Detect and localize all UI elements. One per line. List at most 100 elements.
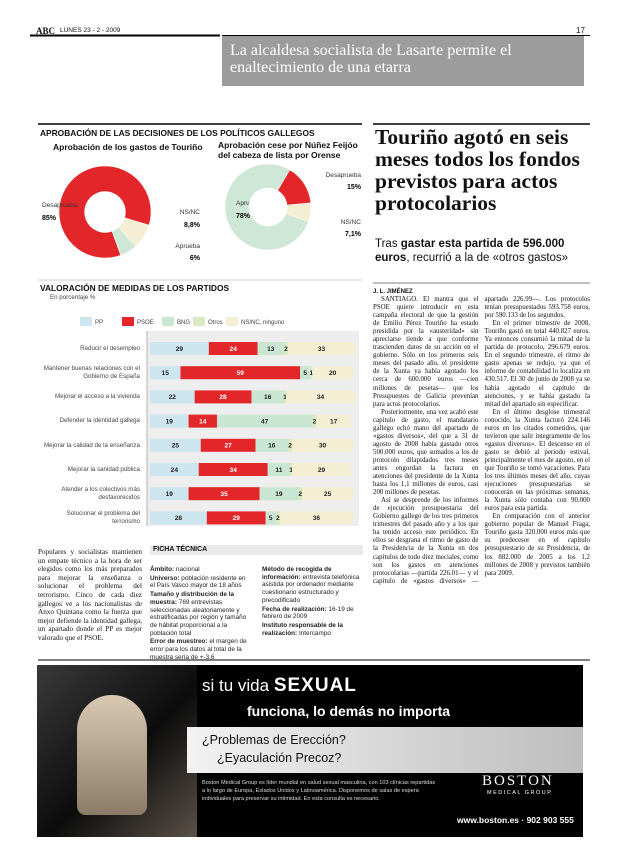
bar-value-label: 30: [319, 443, 327, 450]
bar-segment: [150, 342, 209, 355]
pie-label: Desaprueba: [326, 172, 362, 179]
ficha-text: nacional: [175, 566, 200, 573]
bar-segment: [288, 342, 355, 355]
pie-value-label: 6%: [190, 255, 201, 262]
ad-body: Boston Medical Group es líder mundial en…: [202, 780, 436, 802]
bar-value-label: 2: [276, 515, 280, 522]
bar-segment: [208, 342, 258, 355]
bar-segment: [188, 414, 217, 428]
bar-value-label: 35: [220, 491, 228, 498]
ficha-text: 769 entrevistas seleccionadas aleatoriam…: [150, 598, 247, 637]
bar-value-label: 19: [166, 491, 174, 498]
bar-value-label: 20: [329, 370, 337, 377]
body-text: Populares y socialistas mantienen un emp…: [38, 548, 142, 642]
ad-question: ¿Eyaculación Precoz?: [217, 751, 342, 765]
category-label: Atender a los colectivos más desfavoreci…: [61, 486, 140, 501]
bar-segment: [255, 438, 289, 452]
ficha-item: Universo: población residente en el País…: [150, 575, 252, 590]
bar-value-label: 27: [224, 443, 232, 450]
ficha-label: Método de recogida de información:: [262, 566, 332, 581]
pie-title: Aprobación cese por Núñez Feijóo del cab…: [218, 140, 358, 160]
category-label: Mejorar la sanidad pública: [67, 465, 140, 473]
bar-segment: [206, 511, 266, 525]
ficha-item: Fecha de realización: 16-19 de febrero d…: [262, 606, 364, 621]
ficha-label: Tamaño y distribución de la muestra:: [150, 591, 235, 606]
bar-segment: [310, 366, 313, 380]
bar-value-label: 59: [237, 370, 245, 377]
ad-contact: www.boston.es · 902 903 555: [457, 815, 574, 825]
bar-value-label: 19: [275, 491, 283, 498]
bar-value-label: 29: [233, 515, 241, 522]
bar-chart-title: VALORACIÓN DE MEDIDAS DE LOS PARTIDOS: [40, 283, 230, 293]
bar-value-label: 36: [313, 515, 321, 522]
bar-segment: [259, 487, 299, 501]
advertisement: si tu vida SEXUAL funciona, lo demás no …: [37, 665, 583, 837]
pie-value-label: 15%: [347, 184, 362, 191]
ficha-column: Método de recogida de información: entre…: [262, 566, 364, 638]
pie-hole: [248, 187, 288, 227]
category-label: Mantener buenas relaciones con el Gobier…: [43, 365, 140, 380]
paper-name: ABC: [36, 26, 56, 36]
bar-value-label: 16: [264, 394, 272, 401]
paragraph: En comparación con el anterior gobierno …: [484, 513, 591, 577]
article-title: Touriño agotó en seis meses todos los fo…: [375, 125, 580, 215]
category-label: Defender la identidad gallega: [59, 417, 141, 425]
pie-value-label: 8,8%: [184, 222, 201, 229]
bar-value-label: 29: [176, 346, 184, 353]
bar-value-label: 33: [318, 346, 326, 353]
bar-segment: [300, 366, 311, 380]
bar-value-label: 2: [288, 443, 292, 450]
legend-swatch: [226, 317, 238, 326]
ficha-label: Instituto responsable de la realización:: [262, 621, 343, 637]
category-label: Mejorar la calidad de la enseñanza: [44, 441, 140, 449]
bar-chart-subtitle: En porcentaje %: [50, 294, 96, 301]
ficha-text: el margen de error para los datos al tot…: [150, 638, 247, 661]
pie-value-label: 78%: [236, 213, 251, 220]
bar-segment: [251, 390, 284, 404]
pie-label: NS/NC: [180, 209, 201, 216]
bar-segment: [292, 438, 353, 452]
bar-segment: [150, 414, 189, 428]
subtitle-part: Tras: [375, 238, 401, 250]
ad-line: funciona, lo demás no importa: [247, 703, 451, 719]
bar-value-label: 5: [303, 370, 307, 377]
byline: J. L. JIMÉNEZ: [373, 289, 413, 295]
subtitle-part: gastar esta partida de 596.000 euros: [375, 238, 565, 264]
ficha-text: entrevista telefónica asistida por orden…: [262, 573, 360, 604]
charts-title: APROBACIÓN DE LAS DECISIONES DE LOS POLÍ…: [40, 128, 315, 138]
bar-value-label: 2: [284, 346, 288, 353]
banner-headline: La alcaldesa socialista de Lasarte permi…: [222, 36, 584, 86]
ad-question: ¿Problemas de Erección?: [202, 733, 346, 747]
ficha-label: Ámbito:: [150, 566, 175, 573]
legend-swatch: [122, 317, 134, 326]
legend-swatch: [80, 317, 92, 326]
bar-value-label: 1: [283, 394, 287, 401]
pie-title: Aprobación de los gastos de Touriño: [53, 142, 203, 152]
category-label: Mejorar el acceso a la vivienda: [55, 393, 140, 401]
bar-value-label: 1: [310, 370, 314, 377]
ficha-text: 16-19 de febrero de 2009: [262, 605, 354, 621]
ficha-text: población residente en el País Vasco may…: [150, 574, 246, 590]
pie-label: Aprueba: [175, 243, 200, 250]
bar-segment: [288, 438, 293, 452]
bar-value-label: 16: [268, 443, 276, 450]
bar-segment: [194, 390, 252, 404]
ad-text: SEXUAL: [273, 675, 357, 696]
bar-value-label: 24: [171, 467, 179, 474]
subtitle-part: , recurrió a la de «otros gastos»: [406, 252, 569, 264]
bar-value-label: 13: [267, 346, 275, 353]
ad-brand: BOSTON: [482, 773, 554, 789]
bar-value-label: 24: [230, 346, 238, 353]
bar-value-label: 22: [169, 394, 177, 401]
bar-segment: [150, 438, 201, 452]
pie-label: NS/NC: [341, 219, 362, 226]
bar-segment: [257, 342, 284, 355]
bar-segment: [316, 414, 351, 428]
bar-value-label: 28: [219, 394, 227, 401]
bar-value-label: 15: [162, 370, 170, 377]
bar-segment: [267, 463, 291, 476]
ficha-column: Ámbito: nacional Universo: población resi…: [150, 566, 252, 662]
paragraph: En el primer trimestre de 2008, Touriño …: [484, 320, 591, 408]
